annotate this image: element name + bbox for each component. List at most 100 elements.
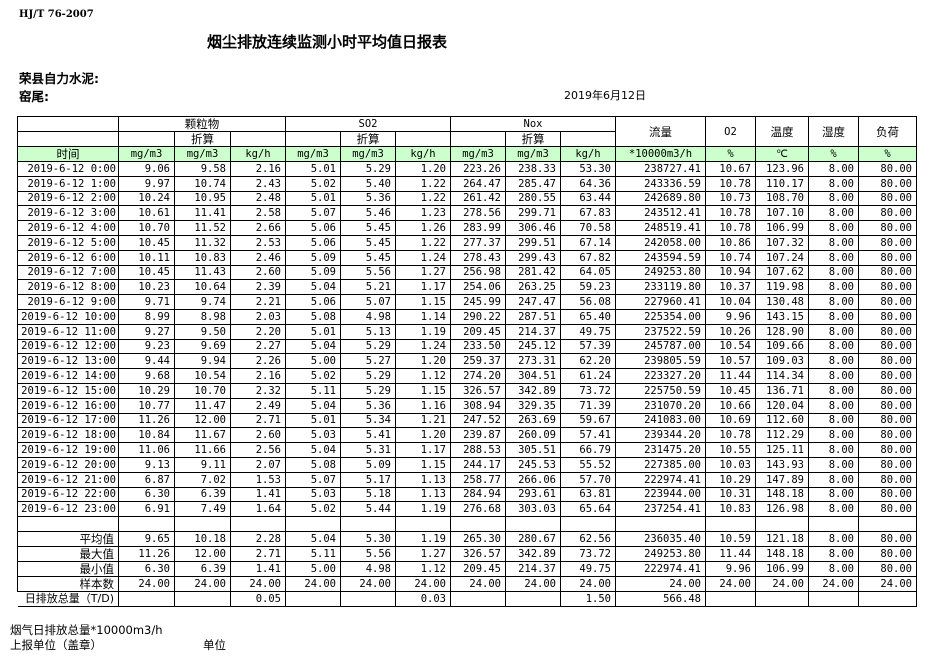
value-cell: 65.40 bbox=[560, 308, 616, 325]
data-row: 2019-6-12 5:00 10.45 11.32 2.53 5.06 5.45 1.22… bbox=[17, 234, 917, 251]
value-cell: 55.52 bbox=[560, 456, 616, 473]
header-temp: 温度 bbox=[755, 116, 809, 147]
value-cell: 109.03 bbox=[755, 353, 809, 370]
value-cell: 285.47 bbox=[505, 175, 561, 192]
value-cell: 8.00 bbox=[808, 368, 859, 384]
group-nox: Nox bbox=[450, 116, 616, 132]
value-cell: 24.00 bbox=[705, 576, 756, 593]
row-label: 日排放总量（T/D) bbox=[17, 591, 119, 608]
value-cell: 239344.20 bbox=[615, 427, 706, 444]
value-cell: 5.07 bbox=[285, 471, 341, 488]
value-cell: 238.33 bbox=[505, 161, 561, 177]
value-cell: 11.47 bbox=[174, 397, 231, 414]
value-cell: 49.75 bbox=[560, 561, 616, 578]
time-cell: 2019-6-12 17:00 bbox=[17, 412, 119, 429]
unit-cell: mg/m3 bbox=[174, 146, 231, 162]
value-cell: 1.64 bbox=[230, 501, 286, 518]
value-cell: 1.22 bbox=[395, 190, 451, 207]
value-cell: 9.97 bbox=[118, 175, 175, 192]
value-cell: 280.55 bbox=[505, 190, 561, 207]
value-cell: 10.37 bbox=[705, 279, 756, 296]
value-cell bbox=[505, 591, 561, 608]
value-cell: 67.83 bbox=[560, 205, 616, 222]
value-cell: 225354.00 bbox=[615, 308, 706, 325]
value-cell: 326.57 bbox=[450, 382, 506, 399]
value-cell: 107.32 bbox=[755, 234, 809, 251]
value-cell: 5.02 bbox=[285, 368, 341, 384]
value-cell: 277.37 bbox=[450, 234, 506, 251]
value-cell: 80.00 bbox=[858, 456, 917, 473]
value-cell: 24.00 bbox=[755, 576, 809, 593]
value-cell: 143.15 bbox=[755, 308, 809, 325]
value-cell: 299.71 bbox=[505, 205, 561, 222]
value-cell: 8.00 bbox=[808, 397, 859, 414]
value-cell: 5.29 bbox=[340, 382, 396, 399]
value-cell: 130.48 bbox=[755, 294, 809, 310]
value-cell: 10.26 bbox=[705, 323, 756, 340]
stats-row: 样本数 24.00 24.00 24.00 24.00 24.00 24.00 24.00 24… bbox=[17, 576, 917, 593]
value-cell: 1.21 bbox=[395, 412, 451, 429]
value-cell: 244.17 bbox=[450, 456, 506, 473]
value-cell: 80.00 bbox=[858, 323, 917, 340]
value-cell: 9.27 bbox=[118, 323, 175, 340]
value-cell: 242689.80 bbox=[615, 190, 706, 207]
unit-cell: ℃ bbox=[755, 146, 809, 162]
value-cell: 225750.59 bbox=[615, 382, 706, 399]
value-cell: 5.45 bbox=[340, 220, 396, 236]
value-cell: 5.03 bbox=[285, 486, 341, 503]
value-cell: 2.21 bbox=[230, 294, 286, 310]
value-cell: 65.64 bbox=[560, 501, 616, 518]
value-cell: 8.00 bbox=[808, 308, 859, 325]
value-cell: 5.01 bbox=[285, 323, 341, 340]
value-cell: 63.81 bbox=[560, 486, 616, 503]
time-cell: 2019-6-12 7:00 bbox=[17, 264, 119, 281]
value-cell: 5.27 bbox=[340, 353, 396, 370]
value-cell: 10.11 bbox=[118, 249, 175, 266]
report-date: 2019年6月12日 bbox=[564, 89, 646, 102]
value-cell: 10.57 bbox=[705, 353, 756, 370]
value-cell: 5.56 bbox=[340, 546, 396, 563]
value-cell bbox=[450, 591, 506, 608]
value-cell: 239.87 bbox=[450, 427, 506, 444]
value-cell: 258.77 bbox=[450, 471, 506, 488]
value-cell: 1.20 bbox=[395, 353, 451, 370]
value-cell bbox=[340, 591, 396, 608]
value-cell: 329.35 bbox=[505, 397, 561, 414]
value-cell: 80.00 bbox=[858, 412, 917, 429]
value-cell: 266.06 bbox=[505, 471, 561, 488]
value-cell: 7.49 bbox=[174, 501, 231, 518]
time-cell: 2019-6-12 11:00 bbox=[17, 323, 119, 340]
value-cell: 110.17 bbox=[755, 175, 809, 192]
unit-cell: kg/h bbox=[395, 146, 451, 162]
value-cell: 238727.41 bbox=[615, 161, 706, 177]
value-cell: 242058.00 bbox=[615, 234, 706, 251]
value-cell bbox=[808, 591, 859, 608]
time-cell: 2019-6-12 12:00 bbox=[17, 338, 119, 355]
value-cell: 10.55 bbox=[705, 442, 756, 458]
value-cell: 1.19 bbox=[395, 501, 451, 518]
value-cell: 2.16 bbox=[230, 161, 286, 177]
value-cell: 239805.59 bbox=[615, 353, 706, 370]
value-cell: 2.28 bbox=[230, 531, 286, 548]
value-cell: 0.05 bbox=[230, 591, 286, 608]
value-cell: 80.00 bbox=[858, 353, 917, 370]
value-cell: 8.00 bbox=[808, 249, 859, 266]
value-cell: 107.62 bbox=[755, 264, 809, 281]
value-cell: 136.71 bbox=[755, 382, 809, 399]
value-cell: 5.04 bbox=[285, 531, 341, 548]
value-cell: 126.98 bbox=[755, 501, 809, 518]
value-cell: 114.34 bbox=[755, 368, 809, 384]
value-cell: 1.26 bbox=[395, 220, 451, 236]
time-cell: 2019-6-12 21:00 bbox=[17, 471, 119, 488]
value-cell: 24.00 bbox=[615, 576, 706, 593]
header-o2: O2 bbox=[705, 116, 756, 147]
time-cell: 2019-6-12 16:00 bbox=[17, 397, 119, 414]
value-cell: 64.36 bbox=[560, 175, 616, 192]
value-cell: 5.11 bbox=[285, 382, 341, 399]
value-cell: 2.07 bbox=[230, 456, 286, 473]
value-cell: 10.59 bbox=[705, 531, 756, 548]
value-cell: 24.00 bbox=[450, 576, 506, 593]
value-cell: 10.94 bbox=[705, 264, 756, 281]
value-cell: 5.11 bbox=[285, 546, 341, 563]
value-cell: 106.99 bbox=[755, 561, 809, 578]
